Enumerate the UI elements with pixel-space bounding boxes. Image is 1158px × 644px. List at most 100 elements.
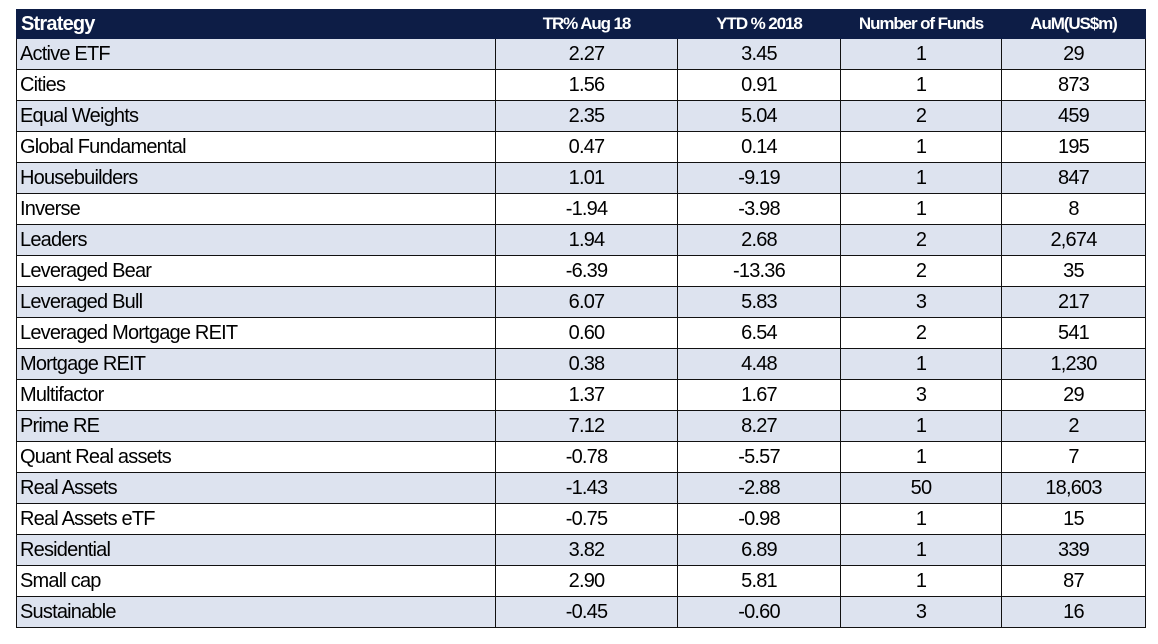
cell-strategy: Equal Weights: [16, 100, 496, 132]
table-row: Housebuilders 1.01 -9.19 1 847: [16, 162, 1146, 194]
table-row: Equal Weights 2.35 5.04 2 459: [16, 100, 1146, 132]
cell-aum: 339: [1001, 534, 1146, 566]
cell-number-of-funds: 2: [840, 317, 1002, 349]
cell-number-of-funds: 3: [840, 286, 1002, 318]
column-header-number-of-funds: Number of Funds: [840, 9, 1002, 39]
cell-strategy: Housebuilders: [16, 162, 496, 194]
cell-ytd-2018: 4.48: [677, 348, 841, 380]
cell-number-of-funds: 50: [840, 472, 1002, 504]
table-row: Global Fundamental 0.47 0.14 1 195: [16, 131, 1146, 163]
cell-ytd-2018: -13.36: [677, 255, 841, 287]
cell-number-of-funds: 3: [840, 596, 1002, 628]
table-row: Leveraged Mortgage REIT 0.60 6.54 2 541: [16, 317, 1146, 349]
cell-number-of-funds: 1: [840, 131, 1002, 163]
table-row: Residential 3.82 6.89 1 339: [16, 534, 1146, 566]
cell-number-of-funds: 1: [840, 565, 1002, 597]
table-row: Cities 1.56 0.91 1 873: [16, 69, 1146, 101]
cell-number-of-funds: 1: [840, 69, 1002, 101]
cell-strategy: Mortgage REIT: [16, 348, 496, 380]
cell-tr-aug-18: 1.56: [495, 69, 678, 101]
cell-ytd-2018: 6.54: [677, 317, 841, 349]
cell-ytd-2018: -2.88: [677, 472, 841, 504]
cell-ytd-2018: 0.91: [677, 69, 841, 101]
table-row: Real Assets -1.43 -2.88 50 18,603: [16, 472, 1146, 504]
table-body: Active ETF 2.27 3.45 1 29 Cities 1.56 0.91 1 873 E…: [16, 38, 1146, 628]
cell-ytd-2018: -0.98: [677, 503, 841, 535]
cell-aum: 87: [1001, 565, 1146, 597]
cell-tr-aug-18: -0.45: [495, 596, 678, 628]
cell-number-of-funds: 1: [840, 503, 1002, 535]
cell-number-of-funds: 3: [840, 379, 1002, 411]
cell-tr-aug-18: 2.90: [495, 565, 678, 597]
cell-tr-aug-18: -6.39: [495, 255, 678, 287]
cell-number-of-funds: 1: [840, 348, 1002, 380]
cell-strategy: Small cap: [16, 565, 496, 597]
cell-aum: 459: [1001, 100, 1146, 132]
cell-tr-aug-18: 1.37: [495, 379, 678, 411]
cell-number-of-funds: 2: [840, 100, 1002, 132]
cell-strategy: Leveraged Bull: [16, 286, 496, 318]
cell-tr-aug-18: -0.78: [495, 441, 678, 473]
cell-strategy: Sustainable: [16, 596, 496, 628]
cell-ytd-2018: 8.27: [677, 410, 841, 442]
cell-aum: 35: [1001, 255, 1146, 287]
cell-strategy: Real Assets: [16, 472, 496, 504]
strategy-table-container: Strategy TR% Aug 18 YTD % 2018 Number of Fu…: [16, 9, 1146, 628]
cell-aum: 29: [1001, 38, 1146, 70]
table-row: Leveraged Bear -6.39 -13.36 2 35: [16, 255, 1146, 287]
cell-number-of-funds: 1: [840, 410, 1002, 442]
cell-ytd-2018: 3.45: [677, 38, 841, 70]
cell-aum: 195: [1001, 131, 1146, 163]
cell-ytd-2018: -0.60: [677, 596, 841, 628]
table-row: Sustainable -0.45 -0.60 3 16: [16, 596, 1146, 628]
cell-ytd-2018: 5.04: [677, 100, 841, 132]
cell-number-of-funds: 1: [840, 162, 1002, 194]
cell-ytd-2018: 1.67: [677, 379, 841, 411]
cell-number-of-funds: 1: [840, 441, 1002, 473]
table-row: Leaders 1.94 2.68 2 2,674: [16, 224, 1146, 256]
cell-tr-aug-18: 1.01: [495, 162, 678, 194]
cell-aum: 16: [1001, 596, 1146, 628]
cell-number-of-funds: 2: [840, 255, 1002, 287]
cell-ytd-2018: -9.19: [677, 162, 841, 194]
table-row: Inverse -1.94 -3.98 1 8: [16, 193, 1146, 225]
cell-tr-aug-18: 0.47: [495, 131, 678, 163]
cell-aum: 2,674: [1001, 224, 1146, 256]
cell-strategy: Residential: [16, 534, 496, 566]
cell-ytd-2018: 0.14: [677, 131, 841, 163]
cell-tr-aug-18: 0.38: [495, 348, 678, 380]
cell-tr-aug-18: 0.60: [495, 317, 678, 349]
table-row: Mortgage REIT 0.38 4.48 1 1,230: [16, 348, 1146, 380]
cell-aum: 2: [1001, 410, 1146, 442]
cell-strategy: Leaders: [16, 224, 496, 256]
cell-number-of-funds: 1: [840, 38, 1002, 70]
cell-strategy: Leveraged Bear: [16, 255, 496, 287]
cell-tr-aug-18: 1.94: [495, 224, 678, 256]
table-row: Real Assets eTF -0.75 -0.98 1 15: [16, 503, 1146, 535]
cell-tr-aug-18: 3.82: [495, 534, 678, 566]
column-header-ytd-2018: YTD % 2018: [677, 9, 841, 39]
cell-ytd-2018: 5.83: [677, 286, 841, 318]
cell-tr-aug-18: -0.75: [495, 503, 678, 535]
cell-number-of-funds: 1: [840, 193, 1002, 225]
cell-aum: 541: [1001, 317, 1146, 349]
cell-aum: 7: [1001, 441, 1146, 473]
cell-tr-aug-18: -1.94: [495, 193, 678, 225]
cell-strategy: Real Assets eTF: [16, 503, 496, 535]
cell-ytd-2018: -5.57: [677, 441, 841, 473]
cell-strategy: Prime RE: [16, 410, 496, 442]
table-row: Quant Real assets -0.78 -5.57 1 7: [16, 441, 1146, 473]
cell-ytd-2018: 2.68: [677, 224, 841, 256]
table-header-row: Strategy TR% Aug 18 YTD % 2018 Number of Fu…: [16, 9, 1146, 39]
cell-aum: 8: [1001, 193, 1146, 225]
cell-strategy: Active ETF: [16, 38, 496, 70]
cell-strategy: Inverse: [16, 193, 496, 225]
cell-ytd-2018: -3.98: [677, 193, 841, 225]
cell-aum: 18,603: [1001, 472, 1146, 504]
cell-number-of-funds: 2: [840, 224, 1002, 256]
cell-tr-aug-18: 6.07: [495, 286, 678, 318]
cell-strategy: Multifactor: [16, 379, 496, 411]
cell-strategy: Cities: [16, 69, 496, 101]
cell-tr-aug-18: 2.27: [495, 38, 678, 70]
cell-aum: 15: [1001, 503, 1146, 535]
